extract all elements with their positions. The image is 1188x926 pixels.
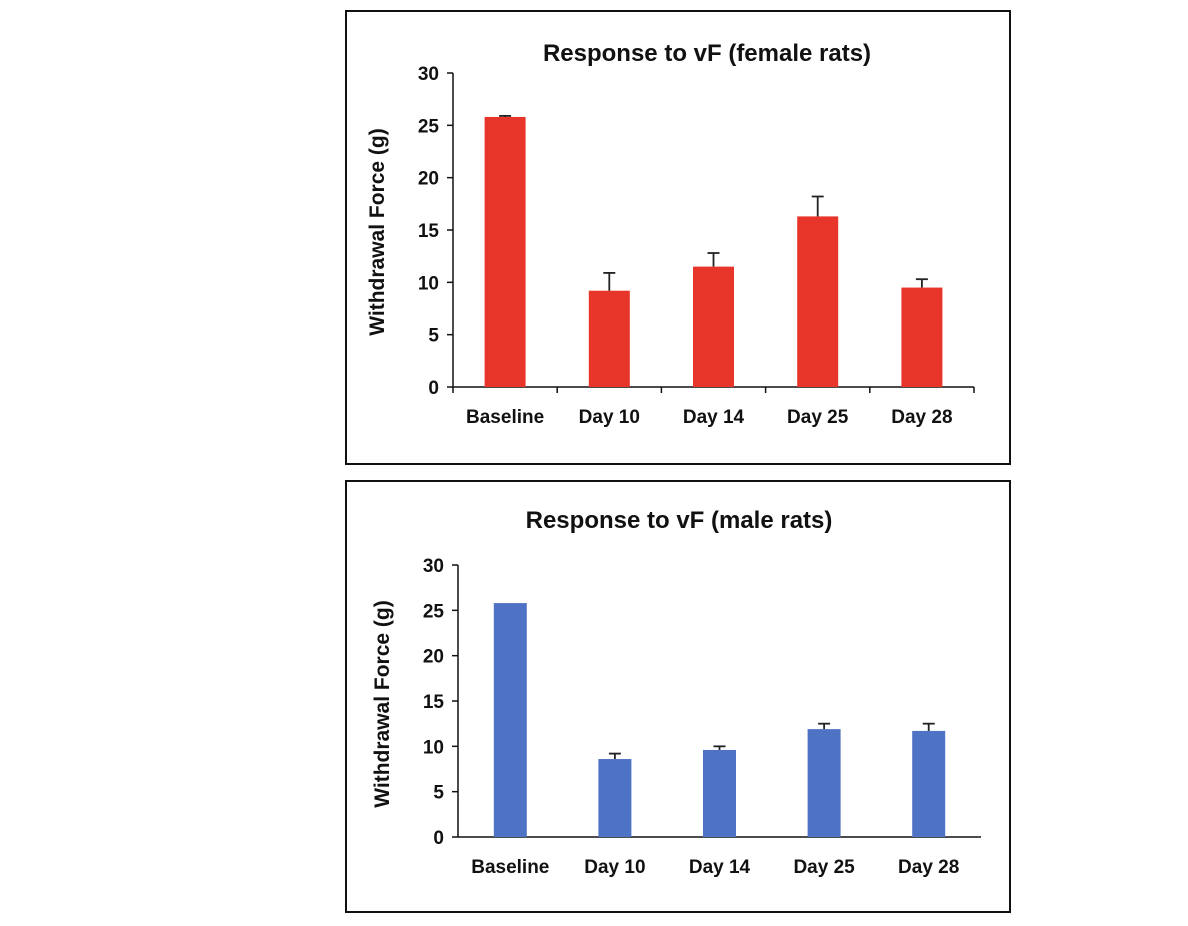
y-tick-label: 10 xyxy=(418,273,439,294)
category-label: Day 28 xyxy=(891,407,952,428)
bar xyxy=(807,729,841,837)
female-chart-panel: Response to vF (female rats) Withdrawal … xyxy=(345,10,1011,465)
y-tick-label: 15 xyxy=(423,692,445,713)
category-label: Baseline xyxy=(471,857,549,878)
y-tick-label: 5 xyxy=(433,783,444,804)
category-label: Day 14 xyxy=(689,857,751,878)
bar xyxy=(797,216,839,387)
category-label: Day 25 xyxy=(787,407,849,428)
male-chart-panel: Response to vF (male rats) Withdrawal Fo… xyxy=(345,480,1011,913)
category-label: Baseline xyxy=(466,407,544,428)
y-tick-label: 30 xyxy=(418,64,439,85)
category-label: Day 25 xyxy=(793,857,855,878)
y-tick-label: 20 xyxy=(418,169,439,190)
y-axis-label: Withdrawal Force (g) xyxy=(371,600,394,808)
bar xyxy=(493,603,527,837)
female-chart: Response to vF (female rats) Withdrawal … xyxy=(366,40,975,428)
bar xyxy=(598,759,632,837)
y-tick-label: 0 xyxy=(433,828,444,849)
y-tick-label: 10 xyxy=(423,737,444,758)
y-tick-label: 30 xyxy=(423,556,444,577)
bar xyxy=(901,287,943,387)
y-axis-label: Withdrawal Force (g) xyxy=(366,128,389,336)
bar xyxy=(484,116,526,388)
y-tick-label: 0 xyxy=(428,378,439,399)
male-chart: Response to vF (male rats) Withdrawal Fo… xyxy=(371,507,981,878)
bar xyxy=(693,266,734,387)
bar xyxy=(912,730,946,837)
y-tick-label: 15 xyxy=(418,221,440,242)
chart-title: Response to vF (male rats) xyxy=(526,507,833,534)
chart-title: Response to vF (female rats) xyxy=(543,40,871,67)
category-label: Day 28 xyxy=(898,857,959,878)
category-label: Day 14 xyxy=(683,407,745,428)
y-tick-label: 5 xyxy=(428,326,439,347)
y-tick-label: 20 xyxy=(423,647,444,668)
category-label: Day 10 xyxy=(584,857,645,878)
y-tick-label: 25 xyxy=(418,116,440,137)
bar xyxy=(588,290,630,387)
y-tick-label: 25 xyxy=(423,601,445,622)
bar xyxy=(703,749,736,837)
category-label: Day 10 xyxy=(579,407,640,428)
